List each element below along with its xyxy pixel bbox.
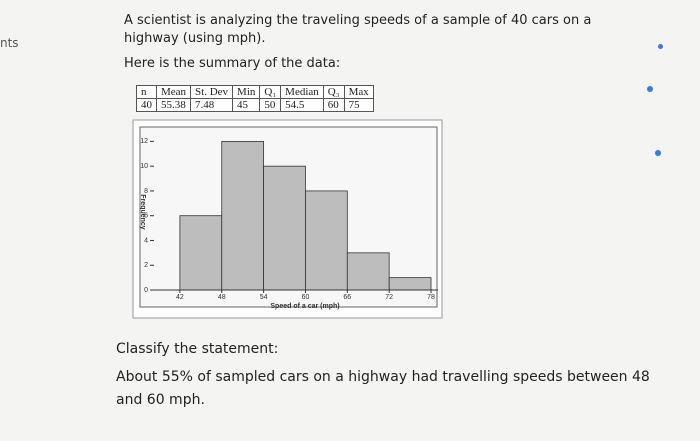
y-tick-label: 0 <box>144 287 148 294</box>
x-tick-label: 54 <box>260 294 268 301</box>
x-tick-label: 48 <box>218 294 226 301</box>
statement: About 55% of sampled cars on a highway h… <box>116 369 650 408</box>
value-cell: 54.5 <box>280 98 324 112</box>
sidebar-text: nts <box>0 36 19 50</box>
value-cell: 60 <box>322 98 345 112</box>
bar <box>346 252 390 291</box>
bar <box>221 140 265 291</box>
header-cell: Median <box>280 85 324 99</box>
bar <box>179 215 223 291</box>
x-axis-label: Speed of a car (mph) <box>270 303 339 310</box>
bar <box>263 165 306 291</box>
summary-heading: Here is the summary of the data: <box>124 56 341 71</box>
y-tick-label: 6 <box>144 213 148 220</box>
y-tick-label: 12 <box>140 138 148 145</box>
question-intro: A scientist is analyzing the traveling s… <box>124 13 592 46</box>
y-tick-label: 4 <box>144 237 148 244</box>
x-tick-label: 60 <box>302 294 310 301</box>
value-cell: 55.38 <box>155 98 192 112</box>
x-tick-label: 42 <box>176 294 184 301</box>
x-tick-label: 66 <box>343 294 351 301</box>
classify-heading: Classify the statement: <box>116 341 279 357</box>
x-tick-label: 78 <box>427 294 435 301</box>
value-cell: 45 <box>232 98 261 112</box>
y-axis-label: Frequency <box>139 194 146 230</box>
value-cell: 75 <box>343 98 374 112</box>
dot <box>647 86 653 92</box>
value-row: 40 55.38 7.48 45 50 54.5 60 75 <box>136 98 374 112</box>
y-tick-label: 10 <box>140 163 148 170</box>
y-tick-label: 8 <box>144 188 148 195</box>
dot <box>655 150 661 156</box>
y-tick-label: 2 <box>144 262 148 269</box>
bar <box>388 277 432 291</box>
dot <box>658 44 663 49</box>
x-tick-label: 72 <box>385 294 393 301</box>
bar <box>305 190 348 291</box>
value-cell: 7.48 <box>190 98 234 112</box>
summary-table: n Mean St. Dev Min Q₁ Median Q₃ Max 40 55.38 7.48… <box>136 85 374 112</box>
